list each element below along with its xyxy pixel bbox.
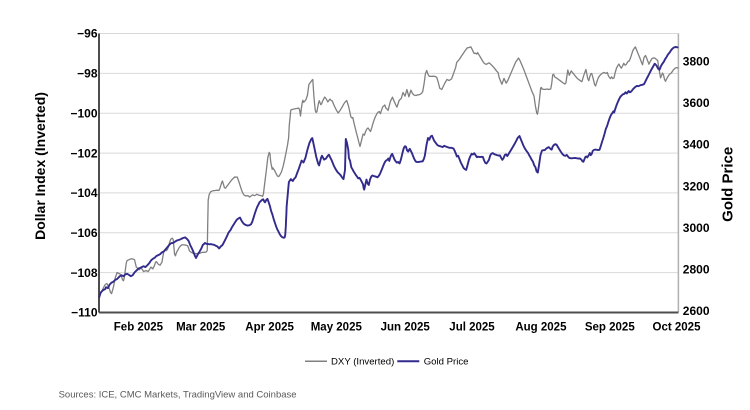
svg-text:−100: −100 (70, 106, 97, 120)
svg-text:Jun 2025: Jun 2025 (381, 322, 431, 334)
svg-text:May 2025: May 2025 (311, 322, 363, 334)
svg-text:Mar 2025: Mar 2025 (176, 322, 226, 334)
svg-text:−96: −96 (77, 27, 98, 41)
svg-text:Sep 2025: Sep 2025 (585, 322, 635, 334)
svg-text:3800: 3800 (683, 54, 710, 68)
svg-text:−106: −106 (70, 226, 97, 240)
svg-text:Dollar Index (Inverted): Dollar Index (Inverted) (32, 92, 48, 240)
svg-text:Gold Price: Gold Price (720, 147, 737, 222)
svg-text:Feb 2025: Feb 2025 (114, 322, 164, 334)
svg-text:DXY (Inverted): DXY (Inverted) (331, 357, 394, 368)
svg-text:2800: 2800 (683, 263, 710, 277)
svg-text:−98: −98 (77, 67, 98, 81)
svg-text:3600: 3600 (683, 96, 710, 110)
svg-text:Oct 2025: Oct 2025 (653, 322, 702, 334)
svg-text:Gold Price: Gold Price (424, 357, 469, 368)
svg-text:3400: 3400 (683, 138, 710, 152)
svg-text:Aug 2025: Aug 2025 (515, 322, 567, 334)
svg-text:Jul 2025: Jul 2025 (449, 322, 495, 334)
svg-text:Apr 2025: Apr 2025 (245, 322, 294, 334)
svg-text:2600: 2600 (683, 304, 710, 318)
svg-text:−110: −110 (71, 306, 98, 320)
svg-text:−102: −102 (70, 146, 97, 160)
svg-text:−108: −108 (70, 266, 97, 280)
svg-text:−104: −104 (70, 186, 97, 200)
svg-text:Sources: ICE, CMC Markets, Tra: Sources: ICE, CMC Markets, TradingView a… (59, 390, 297, 401)
svg-text:3200: 3200 (683, 179, 710, 193)
svg-text:3000: 3000 (683, 221, 710, 235)
